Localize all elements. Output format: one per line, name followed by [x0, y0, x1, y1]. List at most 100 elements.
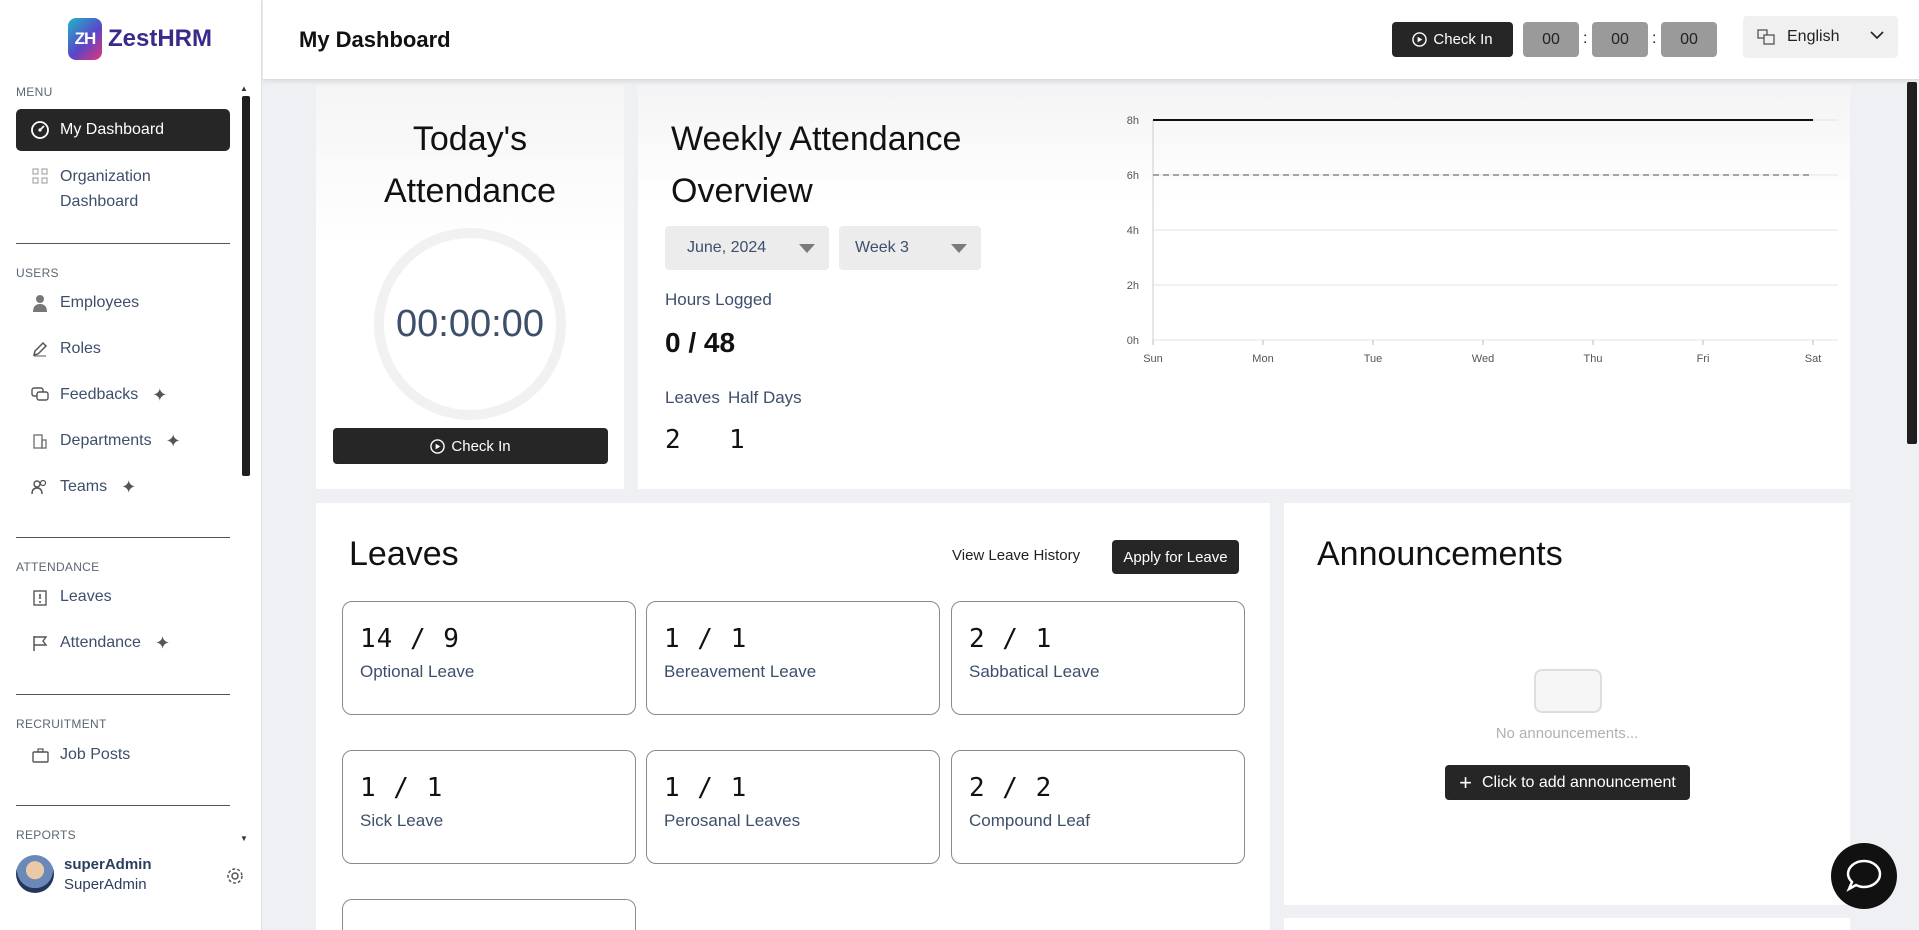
card-title: Announcements — [1317, 535, 1563, 573]
month-value: June, 2024 — [687, 239, 767, 256]
sparkle-icon: ✦ — [165, 430, 181, 451]
sparkle-icon: ✦ — [121, 476, 137, 497]
title-line-1: Weekly Attendance — [671, 120, 962, 158]
sidebar-item-attendance[interactable]: Attendance ✦ — [16, 628, 230, 658]
sidebar-item-job-posts[interactable]: Job Posts — [16, 740, 230, 770]
logo-mark: ZH — [68, 18, 102, 60]
section-attendance: ATTENDANCE — [16, 560, 100, 574]
sidebar-item-label: Organization Dashboard — [60, 164, 151, 214]
y-tick-label: 6h — [1127, 170, 1139, 182]
leave-type: Sick Leave — [360, 811, 444, 830]
sidebar-item-organization-dashboard[interactable]: Organization Dashboard — [16, 164, 230, 214]
x-tick-label: Wed — [1472, 353, 1494, 365]
leave-type: Bereavement Leave — [664, 662, 817, 681]
sidebar-item-label: My Dashboard — [60, 121, 165, 138]
empty-state-text: No announcements... — [1495, 725, 1639, 742]
timer-separator: : — [1652, 30, 1657, 47]
week-value: Week 3 — [855, 239, 909, 256]
leave-balance-card[interactable]: 2 / 1 Sabbatical Leave — [951, 601, 1245, 715]
leave-count: 1 / 1 — [664, 773, 748, 803]
view-leave-history-link[interactable]: View Leave History — [952, 547, 1081, 564]
leave-balance-card[interactable]: 1 / 1 Perosanal Leaves — [646, 750, 940, 864]
check-in-label: Check In — [451, 437, 511, 455]
sidebar-item-roles[interactable]: Roles — [16, 334, 230, 364]
x-tick-label: Sat — [1805, 353, 1822, 365]
briefcase-icon — [30, 745, 50, 765]
sidebar-item-employees[interactable]: Employees — [16, 288, 230, 318]
next-card-partial — [1284, 918, 1850, 930]
users-icon — [30, 477, 50, 497]
main-scrollbar[interactable] — [1907, 82, 1917, 444]
divider — [16, 805, 230, 806]
chevron-down-icon — [1870, 27, 1884, 43]
sidebar-scrollbar[interactable] — [242, 96, 250, 476]
gear-icon[interactable] — [226, 867, 244, 890]
card-title: Weekly Attendance Overview — [671, 113, 961, 217]
sidebar-item-label: Leaves — [60, 588, 112, 605]
logo[interactable]: ZH ZestHRM — [68, 18, 212, 60]
scroll-up-arrow[interactable]: ▲ — [240, 84, 248, 93]
month-select[interactable]: June, 2024 — [665, 226, 829, 270]
weekly-attendance-card: Weekly Attendance Overview June, 2024 Wee… — [638, 85, 1850, 489]
translate-icon — [1757, 29, 1775, 45]
add-announcement-button[interactable]: + Click to add announcement — [1445, 765, 1690, 800]
leave-count: 1 / 1 — [664, 624, 748, 654]
leave-count: 14 / 9 — [360, 624, 460, 654]
sidebar-item-departments[interactable]: Departments ✦ — [16, 426, 230, 456]
leave-balance-card[interactable]: 14 / 9 Optional Leave — [342, 601, 636, 715]
sidebar-item-label: Job Posts — [60, 746, 131, 763]
y-tick-label: 4h — [1127, 225, 1139, 237]
announcements-card: Announcements No announcements... + Clic… — [1284, 503, 1850, 905]
sidebar-nav: MENU My Dashboard Organization Dashboard … — [0, 80, 252, 840]
x-tick-label: Tue — [1364, 353, 1383, 365]
week-select[interactable]: Week 3 — [839, 226, 981, 270]
divider — [16, 694, 230, 695]
user-role: SuperAdmin — [64, 875, 147, 893]
sidebar-item-my-dashboard[interactable]: My Dashboard — [16, 109, 230, 151]
check-in-label: Check In — [1433, 31, 1493, 48]
flag-icon — [30, 633, 50, 653]
sidebar-item-teams[interactable]: Teams ✦ — [16, 472, 230, 502]
scroll-down-arrow[interactable]: ▼ — [240, 834, 248, 843]
pencil-icon — [30, 339, 50, 359]
leave-type: Compound Leaf — [969, 811, 1090, 830]
plus-icon: + — [1459, 769, 1472, 795]
language-value: English — [1787, 28, 1840, 45]
leaves-value: 2 — [665, 425, 681, 455]
check-in-button[interactable]: Check In — [333, 428, 608, 464]
leave-balance-card-partial[interactable] — [342, 899, 636, 930]
sidebar-item-feedbacks[interactable]: Feedbacks ✦ — [16, 380, 230, 410]
top-header: My Dashboard Check In 00 : 00 : 00 Engli… — [263, 0, 1919, 80]
section-recruitment: RECRUITMENT — [16, 717, 107, 731]
user-profile[interactable]: superAdmin SuperAdmin — [16, 855, 246, 893]
add-announcement-label: Click to add announcement — [1481, 773, 1676, 791]
title-line-2: Overview — [671, 172, 813, 210]
building-icon — [30, 431, 50, 451]
caret-down-icon — [799, 244, 815, 253]
leave-balance-card[interactable]: 2 / 2 Compound Leaf — [951, 750, 1245, 864]
language-select[interactable]: English — [1743, 16, 1898, 58]
leave-balance-card[interactable]: 1 / 1 Sick Leave — [342, 750, 636, 864]
card-title: Today's Attendance — [316, 113, 624, 217]
x-tick-label: Mon — [1252, 353, 1273, 365]
user-info: superAdmin SuperAdmin — [64, 856, 152, 893]
empty-inbox-icon — [1534, 669, 1602, 713]
sidebar: ZH ZestHRM MENU My Dashboard Organizatio… — [0, 0, 262, 930]
apply-for-leave-button[interactable]: Apply for Leave — [1112, 540, 1239, 574]
section-menu: MENU — [16, 85, 53, 99]
chat-launcher-button[interactable] — [1831, 843, 1897, 909]
leave-type: Optional Leave — [360, 662, 475, 681]
sparkle-icon: ✦ — [152, 384, 168, 405]
person-icon — [30, 293, 50, 313]
header-check-in-button[interactable]: Check In — [1392, 22, 1513, 57]
leave-balance-card[interactable]: 1 / 1 Bereavement Leave — [646, 601, 940, 715]
label-line-1: Organization — [60, 168, 151, 185]
caret-down-icon — [951, 244, 967, 253]
sidebar-item-leaves[interactable]: Leaves — [16, 582, 230, 612]
divider — [16, 243, 230, 244]
logo-text: ZestHRM — [108, 25, 213, 52]
avatar — [16, 855, 54, 893]
todays-attendance-card: Today's Attendance 00:00:00 Check In — [316, 85, 624, 489]
section-users: USERS — [16, 266, 59, 280]
x-tick-label: Sun — [1143, 353, 1163, 365]
